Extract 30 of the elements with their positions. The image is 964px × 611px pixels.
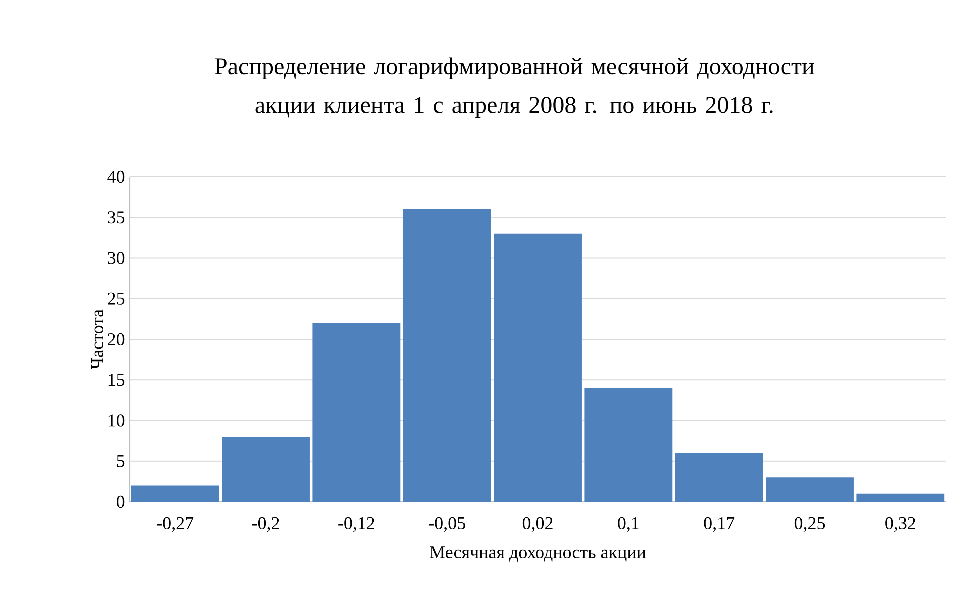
x-tick-label: -0,2 [252, 518, 280, 532]
y-tick-label: 25 [108, 292, 125, 306]
y-tick-label: 15 [108, 374, 125, 386]
x-axis-title: Месячная доходность акции [430, 546, 646, 562]
x-tick-label: 0,1 [618, 518, 639, 532]
bar [856, 494, 945, 502]
bar [222, 437, 310, 502]
bar [403, 210, 492, 502]
x-tick-label: -0,12 [338, 518, 374, 532]
bar [675, 453, 764, 502]
y-tick-label: 10 [108, 414, 125, 427]
y-tick-label: 35 [108, 212, 125, 224]
x-tick-label: -0,27 [157, 518, 194, 532]
chart-title: Распределение логарифмированной месячной доходности акции клиента 1 с апреля 2008 г. по июнь 2018 г. [215, 58, 814, 118]
bar [131, 486, 220, 502]
bar [312, 323, 401, 502]
y-axis-title: Частота [92, 310, 104, 370]
x-tick-label: 0,25 [794, 518, 826, 532]
x-tick-label: 0,32 [886, 518, 916, 532]
x-tick-label: 0,17 [704, 518, 735, 532]
bar [494, 234, 582, 502]
x-tick-label: 0,02 [522, 518, 553, 532]
y-tick-label: 30 [108, 252, 125, 264]
y-tick-label: 20 [108, 334, 125, 346]
bar [766, 478, 854, 502]
bar [584, 388, 673, 502]
y-tick-label: 5 [117, 456, 125, 468]
x-tick-label: -0,05 [429, 518, 466, 532]
y-tick-label: 40 [108, 171, 125, 184]
y-tick-label: 0 [116, 496, 125, 508]
